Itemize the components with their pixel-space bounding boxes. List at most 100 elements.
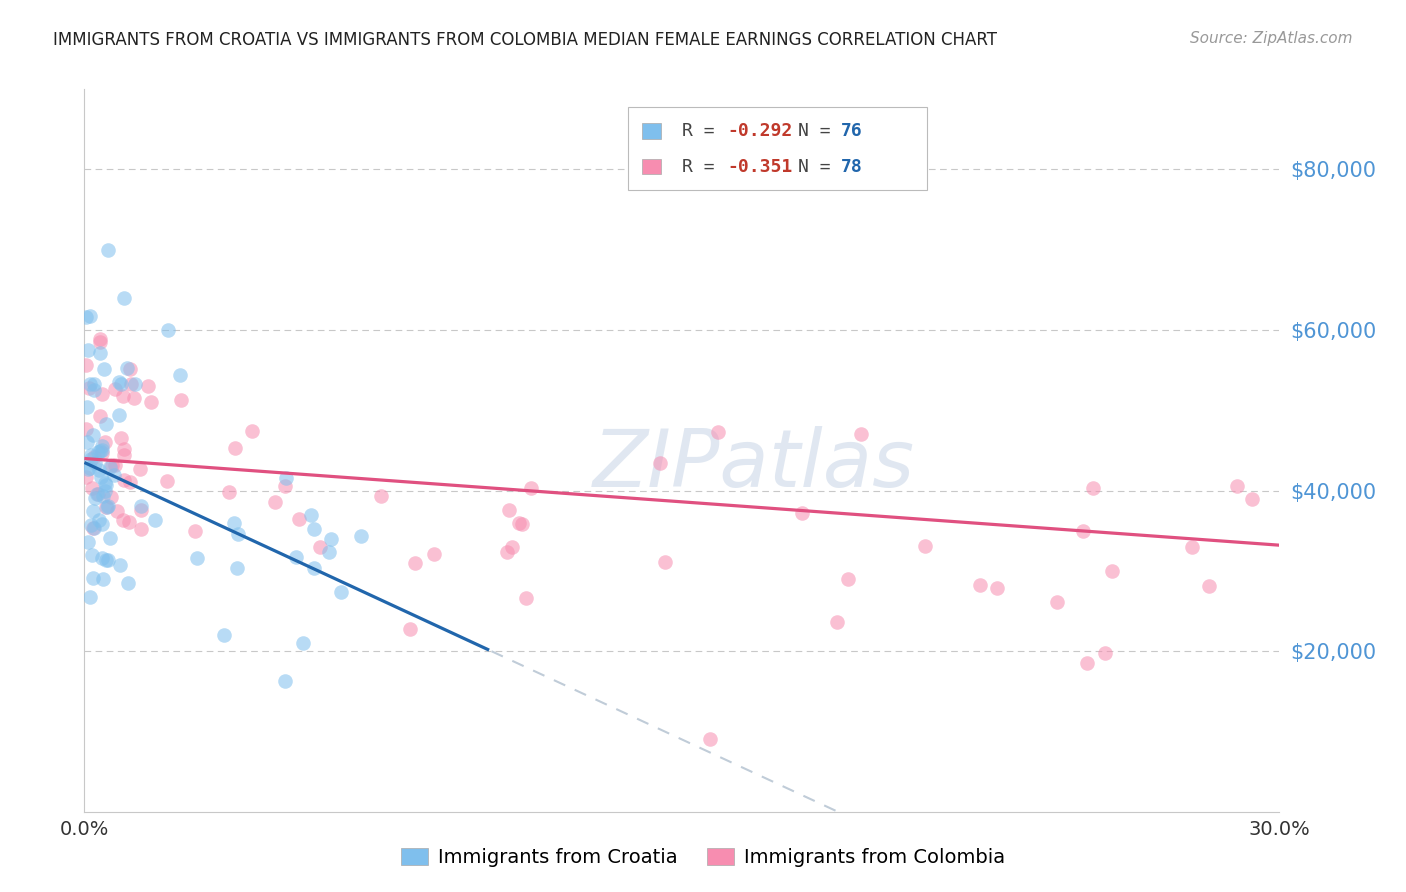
- Point: [124, 377, 146, 392]
- Point: [292, 636, 315, 650]
- Point: [110, 558, 132, 572]
- Point: [122, 391, 145, 405]
- Point: [89, 513, 111, 527]
- Point: [100, 491, 122, 505]
- Point: [1240, 491, 1263, 506]
- Point: [98, 531, 121, 545]
- Point: [83, 456, 105, 470]
- Point: [83, 376, 105, 391]
- Text: 78: 78: [841, 158, 863, 176]
- Point: [112, 442, 135, 457]
- Point: [100, 460, 122, 475]
- Point: [129, 522, 152, 536]
- Point: [87, 445, 110, 459]
- Point: [79, 461, 101, 475]
- Point: [94, 552, 117, 566]
- Point: [1083, 481, 1105, 495]
- Point: [82, 428, 104, 442]
- Point: [96, 500, 118, 514]
- Point: [103, 468, 125, 483]
- Point: [350, 529, 373, 543]
- Point: [228, 527, 250, 541]
- Point: [97, 243, 120, 257]
- Point: [108, 409, 131, 423]
- Point: [1076, 656, 1098, 670]
- Point: [851, 427, 873, 442]
- Text: R =: R =: [682, 122, 725, 140]
- Point: [80, 549, 103, 563]
- Point: [91, 446, 114, 460]
- Point: [117, 576, 139, 591]
- Point: [240, 425, 263, 439]
- Point: [404, 557, 426, 571]
- Point: [112, 473, 135, 487]
- Point: [75, 310, 97, 324]
- Point: [93, 361, 115, 376]
- Text: ZIPatlas: ZIPatlas: [592, 425, 915, 504]
- Point: [93, 435, 115, 450]
- Point: [83, 521, 105, 535]
- Text: 76: 76: [841, 122, 863, 140]
- Point: [498, 503, 520, 517]
- Text: N =: N =: [797, 158, 841, 176]
- Point: [136, 379, 159, 393]
- Point: [91, 387, 114, 401]
- Point: [212, 628, 235, 642]
- Point: [110, 377, 132, 392]
- Point: [157, 323, 180, 337]
- Point: [89, 444, 111, 458]
- Point: [105, 504, 128, 518]
- Point: [129, 499, 152, 513]
- Point: [91, 490, 114, 504]
- Point: [129, 502, 152, 516]
- Point: [80, 517, 103, 532]
- Point: [224, 516, 246, 530]
- Point: [321, 533, 343, 547]
- Point: [90, 439, 112, 453]
- Point: [87, 486, 110, 500]
- Point: [837, 572, 859, 586]
- Point: [80, 448, 103, 462]
- Point: [86, 487, 108, 501]
- Point: [82, 571, 104, 585]
- Point: [186, 551, 208, 566]
- Point: [274, 479, 297, 493]
- Point: [83, 491, 105, 505]
- Point: [104, 458, 127, 472]
- Legend: Immigrants from Croatia, Immigrants from Colombia: Immigrants from Croatia, Immigrants from…: [394, 840, 1012, 875]
- Point: [155, 474, 177, 488]
- Point: [276, 471, 298, 485]
- Point: [79, 590, 101, 604]
- Point: [120, 377, 142, 392]
- Point: [96, 417, 118, 431]
- Point: [1181, 540, 1204, 554]
- Point: [302, 561, 325, 575]
- Point: [89, 332, 111, 346]
- Point: [218, 485, 240, 500]
- Point: [117, 361, 139, 376]
- Point: [77, 381, 100, 395]
- Point: [91, 517, 114, 532]
- Point: [90, 443, 112, 458]
- Point: [1101, 564, 1123, 578]
- Point: [76, 535, 98, 549]
- Point: [986, 582, 1008, 596]
- Text: R =: R =: [682, 158, 725, 176]
- Point: [969, 578, 991, 592]
- Point: [288, 512, 311, 526]
- Point: [93, 475, 115, 490]
- Point: [399, 622, 422, 636]
- Point: [224, 441, 246, 455]
- Point: [112, 513, 135, 527]
- Point: [309, 540, 332, 554]
- Point: [77, 343, 100, 357]
- Text: N =: N =: [797, 122, 841, 140]
- Point: [510, 517, 533, 532]
- Point: [94, 477, 117, 491]
- FancyBboxPatch shape: [628, 107, 927, 190]
- Point: [82, 481, 104, 495]
- Point: [169, 368, 191, 383]
- Point: [299, 508, 322, 522]
- Point: [1094, 646, 1116, 660]
- Point: [914, 539, 936, 553]
